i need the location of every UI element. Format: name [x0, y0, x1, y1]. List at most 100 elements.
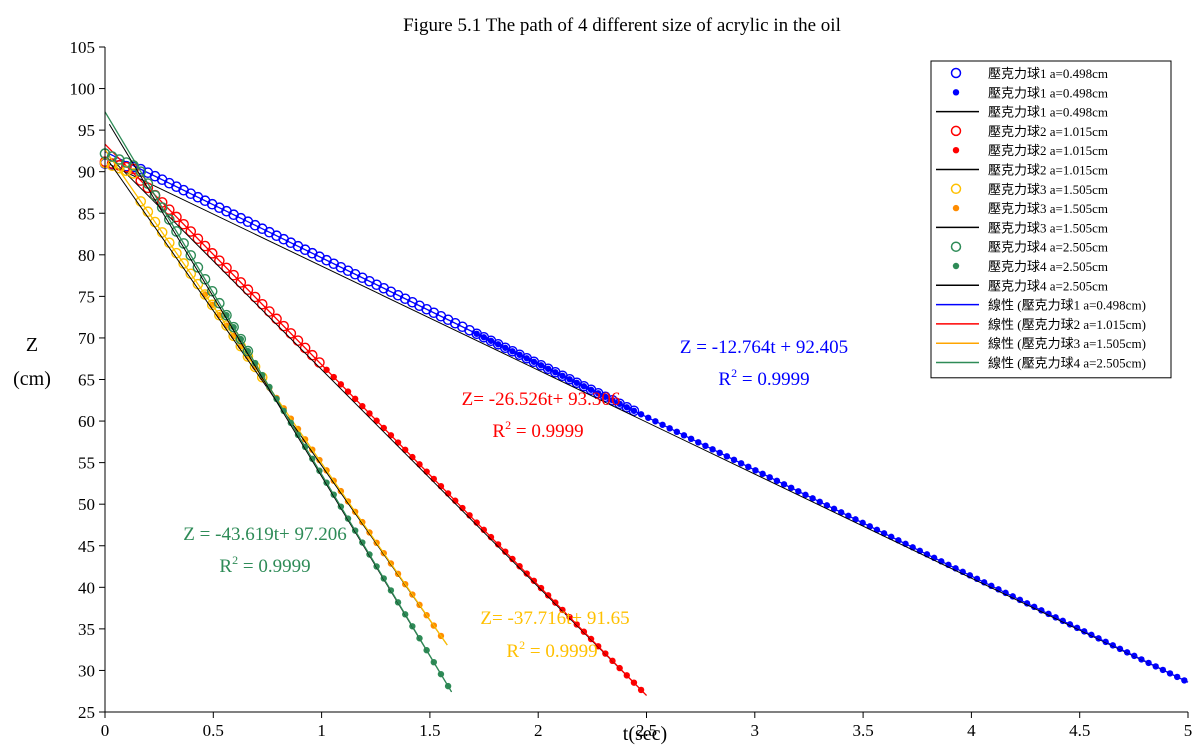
y-axis-label-line1: Z [26, 334, 38, 356]
data-point [256, 298, 268, 310]
x-tick-label: 2.5 [636, 721, 657, 740]
y-tick-label: 40 [78, 578, 95, 597]
legend-entry: 線性 (壓克力球2 a=1.015cm) [936, 317, 1146, 332]
legend-entry: 壓克力球2 a=1.015cm [950, 124, 1108, 139]
y-axis-label-line2: (cm) [13, 368, 51, 390]
y-tick-label: 85 [78, 204, 95, 223]
legend-entry: 壓克力球1 a=0.498cm [950, 66, 1108, 81]
y-tick-label: 25 [78, 703, 95, 722]
data-point [171, 211, 182, 223]
plot-area [99, 111, 1189, 696]
legend-label: 線性 (壓克力球2 a=1.015cm) [988, 317, 1146, 332]
equation-text: Z= -26.526t+ 93.306 [462, 389, 621, 410]
x-tick-label: 1.5 [419, 721, 440, 740]
x-tick-label: 0 [101, 721, 110, 740]
legend-marker [950, 241, 962, 252]
equation-annotation: Z= -26.526t+ 93.306 R2 = 0.9999 [462, 389, 621, 442]
legend-label: 線性 (壓克力球1 a=0.498cm) [988, 298, 1146, 313]
equation-text: Z = -43.619t+ 97.206 [183, 524, 346, 545]
data-point [192, 233, 204, 245]
y-tick-label: 35 [78, 620, 95, 639]
series-1 [99, 151, 1189, 684]
r2-value: = 0.9999 [525, 641, 597, 662]
legend-entry: 線性 (壓克力球4 a=2.505cm) [936, 356, 1146, 371]
x-tick-label: 4 [967, 721, 976, 740]
legend-label: 壓克力球3 a=1.505cm [988, 220, 1108, 235]
x-tick-label: 0.5 [203, 721, 224, 740]
legend-label: 線性 (壓克力球3 a=1.505cm) [988, 336, 1146, 351]
data-point [285, 328, 297, 339]
r2-value: = 0.9999 [511, 421, 583, 442]
r2-text: R2 = 0.9999 [219, 553, 310, 577]
data-point [113, 154, 125, 165]
x-tick-label: 4.5 [1069, 721, 1090, 740]
data-point [121, 157, 132, 168]
y-tick-label: 55 [78, 454, 95, 473]
r2-superscript: 2 [232, 553, 238, 567]
legend-entry: 壓克力球3 a=1.505cm [936, 220, 1108, 235]
equation-annotation: Z= -37.716t+ 91.65 R2 = 0.9999 [480, 608, 629, 662]
legend-marker [952, 204, 960, 212]
data-point [135, 196, 147, 207]
y-tick-label: 95 [78, 121, 95, 140]
y-tick-label: 50 [78, 495, 95, 514]
equation-annotations: Z = -12.764t + 92.405 R2 = 0.9999 Z= -26.5… [183, 337, 848, 662]
legend-entry: 壓克力球1 a=0.498cm [936, 105, 1108, 120]
trendline [104, 143, 647, 696]
data-point [242, 284, 254, 296]
equation-annotation: Z = -43.619t+ 97.206 R2 = 0.9999 [183, 524, 346, 577]
legend-marker [952, 89, 960, 96]
legend-entry: 壓克力球2 a=1.015cm [952, 143, 1108, 158]
legend-label: 壓克力球3 a=1.505cm [988, 201, 1108, 216]
legend-marker [950, 125, 962, 137]
r2-value: = 0.9999 [737, 369, 809, 390]
legend: 壓克力球1 a=0.498cm 壓克力球1 a=0.498cm 壓克力球1 a=0.… [930, 60, 1172, 379]
legend-box [930, 60, 1172, 379]
data-point [142, 206, 154, 218]
r2-superscript: 2 [505, 418, 511, 432]
legend-marker [950, 183, 962, 195]
data-point [221, 309, 232, 321]
data-point [221, 262, 232, 274]
chart-title: Figure 5.1 The path of 4 different size … [403, 15, 841, 36]
legend-entry: 線性 (壓克力球1 a=0.498cm) [936, 298, 1146, 313]
y-tick-label: 65 [78, 371, 95, 390]
x-tick-label: 3.5 [852, 721, 873, 740]
legend-entry: 壓克力球3 a=1.505cm [952, 201, 1108, 216]
legend-label: 線性 (壓克力球4 a=2.505cm) [988, 356, 1146, 371]
data-point [242, 345, 254, 357]
y-tick-label: 105 [70, 38, 96, 57]
data-point [178, 218, 189, 230]
data-line [109, 163, 1189, 683]
data-point [235, 277, 247, 288]
legend-entry: 壓克力球4 a=2.505cm [952, 259, 1108, 274]
trendline [104, 111, 453, 693]
equation-text: Z = -12.764t + 92.405 [680, 337, 848, 358]
series-2 [99, 143, 647, 696]
legend-entry: 壓克力球2 a=1.015cm [936, 163, 1108, 178]
r2-superscript: 2 [519, 638, 525, 652]
legend-label: 壓克力球3 a=1.505cm [988, 182, 1108, 197]
data-point [228, 269, 239, 281]
legend-entry: 壓克力球1 a=0.498cm [952, 85, 1108, 100]
data-point [128, 160, 139, 171]
legend-label: 壓克力球1 a=0.498cm [988, 85, 1108, 100]
legend-label: 壓克力球2 a=1.015cm [988, 124, 1108, 139]
data-point [199, 240, 211, 252]
data-point [106, 151, 118, 162]
x-tick-label: 3 [751, 721, 760, 740]
legend-label: 壓克力球2 a=1.015cm [988, 143, 1108, 158]
y-tick-label: 45 [78, 537, 95, 556]
y-tick-label: 70 [78, 329, 95, 348]
legend-marker [952, 147, 960, 154]
data-point [271, 313, 282, 325]
legend-entry: 線性 (壓克力球3 a=1.505cm) [936, 336, 1146, 351]
legend-entry: 壓克力球3 a=1.505cm [950, 182, 1108, 197]
x-tick-label: 2 [534, 721, 543, 740]
data-point [214, 297, 225, 309]
data-point [235, 333, 247, 345]
y-tick-label: 100 [70, 80, 96, 99]
data-point [228, 321, 239, 333]
data-point [628, 405, 640, 417]
